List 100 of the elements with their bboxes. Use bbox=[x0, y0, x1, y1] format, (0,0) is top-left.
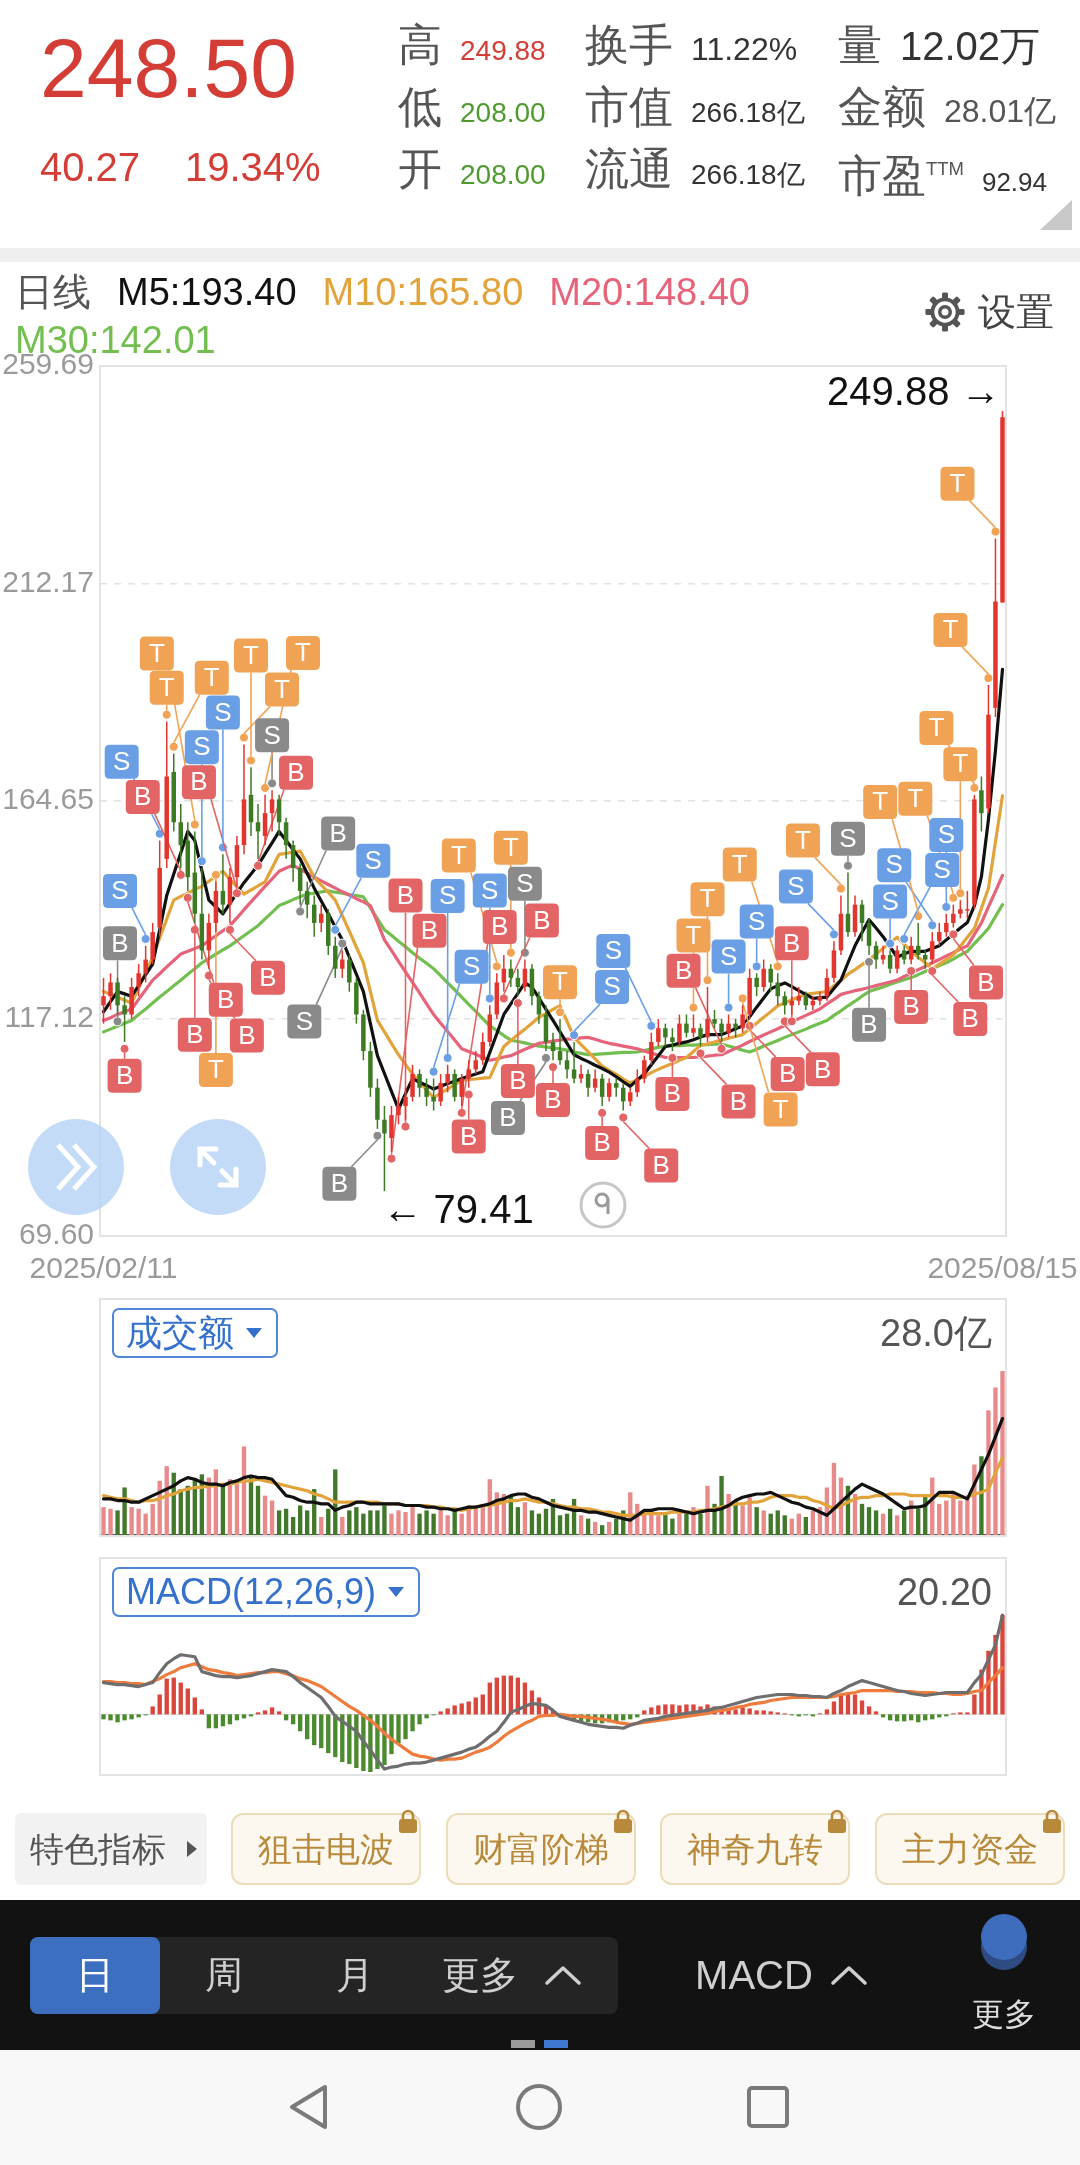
text: 266.18亿 bbox=[691, 96, 805, 130]
text: 28.01亿 bbox=[944, 92, 1057, 131]
data-label: S bbox=[787, 870, 805, 901]
data-label: B bbox=[663, 1078, 682, 1109]
text: 财富阶梯 bbox=[473, 1829, 609, 1870]
y-tick-label: 69.60 bbox=[18, 1217, 94, 1251]
data-label: T bbox=[502, 831, 519, 862]
data-label: B bbox=[499, 1102, 517, 1133]
data-label: T bbox=[795, 824, 812, 855]
text: 周 bbox=[205, 1953, 243, 1998]
text: 更多 bbox=[442, 1953, 518, 1998]
data-label: S bbox=[295, 1005, 313, 1036]
text: 28.0亿 bbox=[880, 1311, 992, 1356]
text: 金额 bbox=[838, 81, 926, 133]
data-label: S bbox=[438, 880, 457, 911]
text: 266.18亿 bbox=[691, 158, 805, 192]
annotation: ← 79.41 bbox=[382, 1187, 534, 1232]
data-label: B bbox=[186, 1018, 204, 1049]
text: 248.50 bbox=[40, 20, 297, 116]
data-label: T bbox=[699, 883, 716, 914]
data-label: S bbox=[364, 844, 382, 875]
y-tick-label: 164.65 bbox=[2, 782, 94, 816]
data-label: T bbox=[942, 614, 959, 645]
data-label: S bbox=[885, 849, 903, 880]
data-label: B bbox=[259, 961, 277, 992]
data-label: S bbox=[516, 867, 534, 898]
data-label: S bbox=[604, 935, 622, 966]
data-label: B bbox=[652, 1149, 670, 1180]
chart-title: MACD(12,26,9) bbox=[126, 1570, 377, 1614]
text: 狙击电波 bbox=[258, 1829, 394, 1870]
data-label: B bbox=[134, 781, 152, 812]
text: 日 bbox=[76, 1953, 114, 1998]
text: 11.22% bbox=[691, 31, 798, 68]
text: 40.27 bbox=[40, 144, 141, 191]
text: 市值 bbox=[585, 81, 673, 133]
data-label: T bbox=[928, 712, 945, 743]
data-label: T bbox=[872, 786, 889, 817]
data-label: T bbox=[772, 1093, 789, 1124]
data-label: B bbox=[783, 927, 801, 958]
data-label: B bbox=[509, 1065, 527, 1096]
data-label: T bbox=[450, 839, 467, 870]
data-label: S bbox=[603, 971, 621, 1002]
data-label: S bbox=[462, 950, 481, 981]
data-label: B bbox=[533, 904, 551, 935]
text: 208.00 bbox=[460, 97, 546, 129]
text: 特色指标 bbox=[30, 1829, 166, 1870]
data-label: B bbox=[396, 879, 415, 910]
text: 208.00 bbox=[460, 159, 546, 191]
data-label: T bbox=[148, 637, 165, 668]
text: 市盈$^{TTM}$ bbox=[838, 149, 964, 202]
data-label: B bbox=[420, 914, 439, 945]
text: 低 bbox=[398, 81, 442, 133]
y-tick-label: 117.12 bbox=[4, 999, 94, 1033]
data-label: B bbox=[593, 1127, 611, 1158]
text: 开 bbox=[398, 143, 442, 195]
text: 换手 bbox=[585, 19, 673, 71]
data-label: B bbox=[814, 1053, 832, 1084]
data-label: S bbox=[719, 940, 738, 971]
text: 20.20 bbox=[896, 1570, 992, 1615]
text: 设置 bbox=[978, 290, 1054, 335]
data-label: S bbox=[748, 905, 766, 936]
data-label: B bbox=[329, 817, 347, 848]
text: 主力资金 bbox=[902, 1829, 1038, 1870]
data-label: B bbox=[729, 1085, 748, 1116]
text: 249.88 bbox=[460, 35, 546, 67]
text: MACD bbox=[695, 1952, 813, 1999]
data-label: T bbox=[207, 1054, 224, 1085]
data-label: B bbox=[238, 1019, 256, 1050]
data-label: B bbox=[491, 911, 509, 942]
data-label: B bbox=[115, 1059, 134, 1090]
annotation: 249.88 → bbox=[827, 368, 1001, 413]
data-label: B bbox=[860, 1009, 878, 1040]
data-label: B bbox=[778, 1058, 797, 1089]
data-label: B bbox=[544, 1084, 562, 1115]
data-label: T bbox=[203, 661, 220, 692]
text: M5:193.40 bbox=[117, 270, 297, 315]
data-label: S bbox=[111, 875, 129, 906]
data-label: B bbox=[287, 756, 305, 787]
text: M10:165.80 bbox=[322, 270, 524, 315]
data-label: S bbox=[839, 822, 857, 853]
data-label: B bbox=[902, 991, 920, 1022]
data-label: T bbox=[949, 467, 966, 498]
data-label: B bbox=[190, 766, 208, 797]
text: 更多 bbox=[972, 1995, 1036, 2034]
y-tick-label: 212.17 bbox=[2, 564, 94, 598]
data-label: B bbox=[111, 927, 129, 958]
data-label: T bbox=[295, 637, 312, 668]
data-label: T bbox=[274, 673, 291, 704]
data-label: B bbox=[330, 1167, 349, 1198]
text: 神奇九转 bbox=[687, 1829, 823, 1870]
data-label: T bbox=[243, 639, 260, 670]
data-label: T bbox=[685, 919, 702, 950]
text: M20:148.40 bbox=[549, 270, 751, 315]
data-label: S bbox=[263, 719, 281, 750]
data-label: T bbox=[158, 671, 175, 702]
text: 流通 bbox=[585, 143, 673, 195]
data-label: S bbox=[113, 745, 131, 776]
data-label: S bbox=[933, 854, 951, 885]
data-label: T bbox=[552, 966, 569, 997]
text: 92.94 bbox=[981, 166, 1048, 198]
